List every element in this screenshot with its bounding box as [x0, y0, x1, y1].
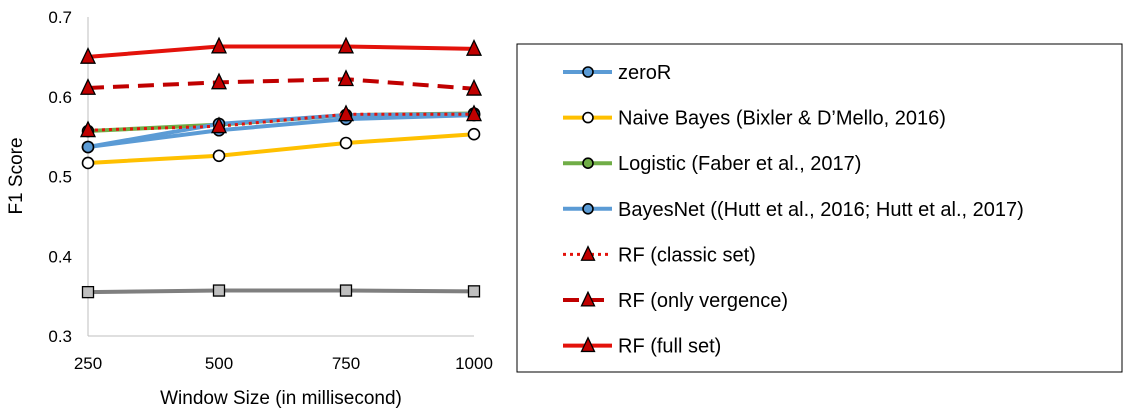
- data-point: [465, 104, 483, 122]
- data-point: [81, 156, 95, 170]
- y-tick-label: 0.4: [48, 247, 72, 266]
- series-line: [87, 77, 475, 91]
- legend-label: zeroR: [618, 62, 671, 84]
- data-point: [210, 116, 228, 134]
- data-point: [81, 140, 95, 154]
- legend-entry: RF (classic set): [563, 244, 756, 266]
- legend-label: Naive Bayes (Bixler & D’Mello, 2016): [618, 108, 946, 130]
- series-line: [87, 113, 475, 149]
- series-line: [87, 112, 474, 132]
- legend-box: [516, 43, 1123, 373]
- series-line: [87, 132, 475, 165]
- data-point: [337, 104, 355, 122]
- data-point: [337, 69, 355, 87]
- data-point: [337, 36, 355, 54]
- y-tick-label: 0.7: [48, 8, 72, 27]
- legend-marker: [580, 245, 596, 261]
- legend-label: RF (classic set): [618, 244, 756, 266]
- axes: 0.3 0.4 0.5 0.6 0.7 250 500 750 1000 F1 Score W…: [6, 8, 493, 409]
- legend-marker: [580, 336, 596, 353]
- legend-label: Logistic (Faber et al., 2017): [618, 153, 861, 175]
- y-tick-labels: 0.3 0.4 0.5 0.6 0.7: [48, 8, 72, 346]
- data-point: [79, 78, 97, 95]
- series-rf-6: [79, 69, 483, 96]
- data-point: [79, 120, 97, 138]
- series-logistic-3: [81, 107, 481, 138]
- series-line: [87, 288, 475, 295]
- y-tick-label: 0.5: [48, 168, 72, 187]
- data-point: [79, 46, 97, 64]
- series-naive-2: [81, 127, 481, 170]
- legend-entry: RF (full set): [563, 336, 721, 358]
- series-bayesnet-4: [81, 107, 481, 154]
- x-tick-label: 1000: [455, 354, 493, 373]
- x-tick-label: 250: [74, 354, 102, 373]
- data-point: [81, 285, 95, 299]
- legend-marker: [582, 157, 594, 169]
- data-point: [339, 284, 353, 297]
- x-tick-label: 750: [332, 354, 360, 373]
- series-line: [87, 44, 475, 59]
- series-line: [87, 112, 475, 149]
- data-point: [212, 149, 226, 163]
- y-tick-label: 0.6: [48, 88, 72, 107]
- legend-entry: Logistic (Faber et al., 2017): [563, 153, 861, 175]
- legend-entry: BayesNet ((Hutt et al., 2016; Hutt et al…: [563, 199, 1024, 221]
- legend-label: RF (only vergence): [618, 290, 788, 312]
- legend: zeroR Naive Bayes (Bixler & D’Mello, 2016…: [516, 43, 1123, 373]
- series-rf-5: [79, 104, 483, 138]
- data-point: [465, 78, 483, 96]
- legend-entry: RF (only vergence): [563, 290, 788, 312]
- legend-marker: [582, 66, 594, 78]
- legend-entry: Naive Bayes (Bixler & D’Mello, 2016): [563, 108, 946, 130]
- data-point: [467, 127, 481, 141]
- legend-marker: [580, 290, 596, 307]
- legend-label: BayesNet ((Hutt et al., 2016; Hutt et al…: [618, 199, 1024, 221]
- x-tick-label: 500: [205, 354, 233, 373]
- data-point: [210, 36, 228, 54]
- x-axis-title: Window Size (in millisecond): [160, 388, 402, 409]
- series-rf-7: [79, 36, 483, 64]
- legend-marker: [582, 203, 594, 215]
- legend-marker: [582, 111, 594, 124]
- data-point: [339, 136, 353, 150]
- x-tick-labels: 250 500 750 1000: [74, 354, 493, 373]
- y-tick-label: 0.3: [48, 327, 72, 346]
- legend-items: zeroR Naive Bayes (Bixler & D’Mello, 2016…: [563, 62, 1024, 358]
- series-baseline-0: [81, 284, 481, 299]
- legend-entry: zeroR: [563, 62, 671, 84]
- data-point: [212, 284, 226, 297]
- data-point: [210, 72, 228, 90]
- plot-area: [79, 36, 483, 299]
- data-point: [467, 285, 481, 298]
- legend-label: RF (full set): [618, 336, 721, 358]
- data-point: [465, 38, 483, 56]
- y-axis-title: F1 Score: [6, 137, 27, 214]
